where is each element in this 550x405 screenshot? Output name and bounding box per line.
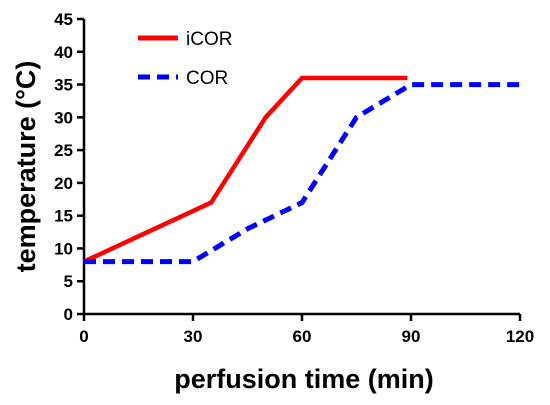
y-ticks: 0 5 10 15 20 25 30 35 40 45: [54, 10, 84, 324]
y-tick-label-20: 20: [54, 174, 73, 193]
y-tick-label-40: 40: [54, 43, 73, 62]
x-tick-label-120: 120: [506, 327, 534, 346]
legend: iCOR COR: [138, 29, 232, 89]
y-tick-label-30: 30: [54, 108, 73, 127]
y-tick-label-10: 10: [54, 239, 73, 258]
x-tick-label-0: 0: [79, 327, 88, 346]
series-layer: [83, 75, 520, 265]
x-tick-label-60: 60: [293, 327, 312, 346]
y-axis: 0 5 10 15 20 25 30 35 40 45: [54, 10, 86, 324]
y-tick-label-25: 25: [54, 141, 73, 160]
legend-label-cor: COR: [186, 68, 228, 89]
y-tick-label-15: 15: [54, 207, 73, 226]
x-ticks: 0 30 60 90 120: [79, 314, 534, 346]
x-axis-title: perfusion time (min): [174, 364, 434, 394]
y-tick-label-5: 5: [64, 272, 73, 291]
series-line-cor: [84, 82, 520, 265]
x-tick-label-90: 90: [402, 327, 421, 346]
y-axis-title: temperature (°C): [11, 61, 41, 273]
y-tick-label-45: 45: [54, 10, 73, 29]
series-line-icor: [83, 75, 408, 264]
legend-label-icor: iCOR: [186, 29, 232, 50]
x-axis: 0 30 60 90 120: [79, 312, 534, 346]
y-tick-label-0: 0: [64, 305, 73, 324]
y-tick-label-35: 35: [54, 76, 73, 95]
x-tick-label-30: 30: [184, 327, 203, 346]
